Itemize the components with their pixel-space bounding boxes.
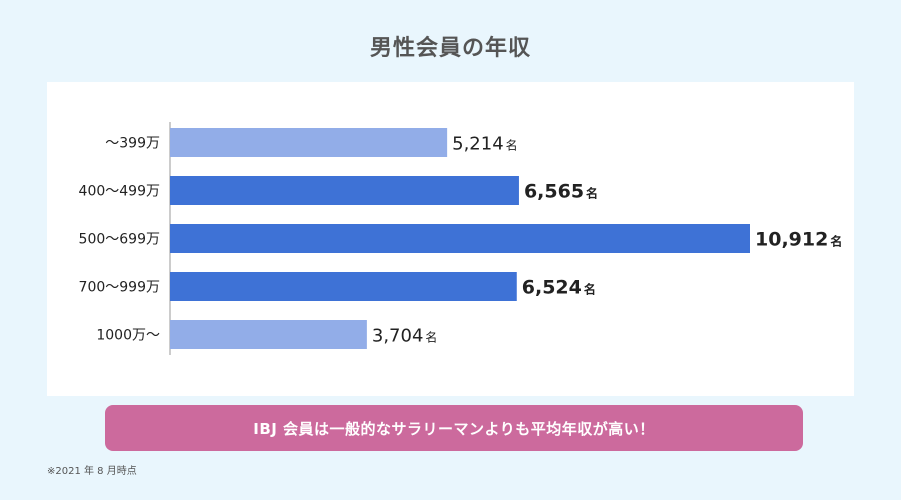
chart-panel: ～399万 5,214 名 400～499万 6,565 名 500～699万 10,912 名… — [47, 82, 854, 396]
data-label: 10,912 名 — [755, 229, 842, 251]
category-label: 500～699万 — [79, 232, 160, 248]
category-label: ～399万 — [105, 136, 160, 152]
data-label: 5,214 名 — [452, 134, 518, 155]
category-label: 1000万～ — [96, 328, 160, 344]
data-label: 3,704 名 — [372, 326, 438, 347]
data-label: 6,565 名 — [524, 181, 598, 203]
chart-title: 男性会員の年収 — [369, 36, 531, 61]
bar — [170, 176, 519, 205]
footnote: ※2021 年 8 月時点 — [47, 466, 137, 477]
highlight-banner: IBJ 会員は一般的なサラリーマンよりも平均年収が高い！ — [105, 405, 803, 451]
bar — [170, 224, 750, 253]
bar — [170, 320, 367, 349]
bar-chart: ～399万 5,214 名 400～499万 6,565 名 500～699万 10,912 名… — [79, 122, 842, 355]
bar — [170, 272, 517, 301]
bar — [170, 128, 448, 157]
category-label: 700～999万 — [79, 280, 160, 296]
category-label: 400～499万 — [79, 184, 160, 200]
data-label: 6,524 名 — [522, 277, 596, 299]
